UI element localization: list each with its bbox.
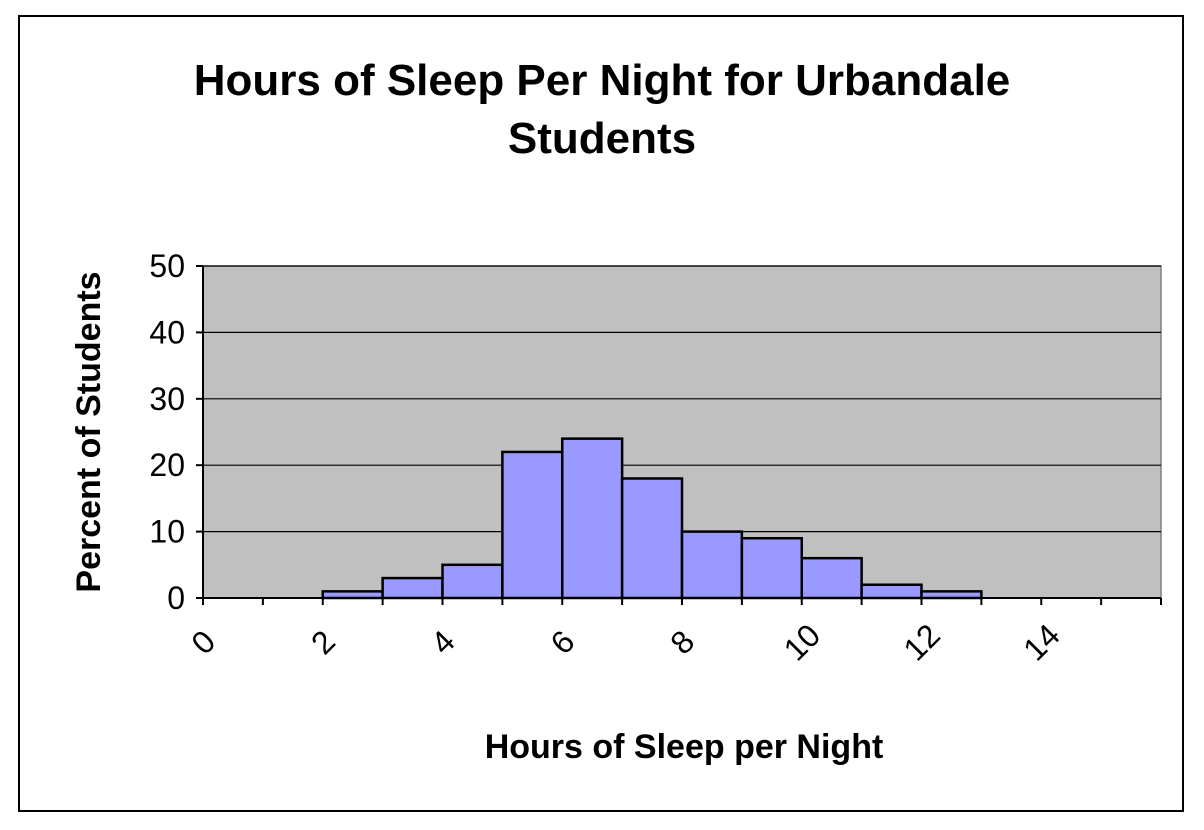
histogram-bar	[441, 563, 504, 600]
bars	[321, 437, 983, 600]
y-tick-label: 40	[149, 314, 185, 350]
y-tick-label: 50	[149, 248, 185, 284]
histogram-bar	[680, 530, 744, 600]
chart-title: Hours of Sleep Per Night for Urbandale S…	[0, 52, 1204, 168]
y-tick-label: 20	[149, 447, 185, 483]
x-tick-label: 10	[777, 617, 828, 668]
histogram-bar	[381, 576, 444, 600]
gridlines	[203, 265, 1161, 533]
x-tick-label: 12	[896, 617, 947, 668]
x-tick-label: 0	[184, 623, 222, 661]
x-tick-label: 2	[304, 623, 342, 661]
axes	[196, 265, 1162, 605]
histogram-bar	[501, 450, 564, 600]
y-tick-label: 10	[149, 514, 185, 550]
y-axis-title: Percent of Students	[70, 271, 108, 592]
histogram-bar	[620, 477, 684, 600]
histogram-bar	[800, 556, 863, 600]
x-tick-labels: 0 2 4 6 8 10 12 14	[184, 617, 1067, 668]
chart-title-line-1: Hours of Sleep Per Night for Urbandale	[193, 56, 1011, 105]
histogram-bar	[561, 437, 624, 600]
histogram-bar	[740, 536, 803, 600]
chart-title-line-2: Students	[507, 114, 697, 163]
y-tick-label: 30	[149, 381, 185, 417]
x-axis-title: Hours of Sleep per Night	[485, 728, 884, 766]
x-tick-label: 8	[663, 623, 701, 661]
x-tick-label: 14	[1016, 617, 1067, 668]
x-tick-label: 4	[424, 623, 462, 661]
y-tick-labels: 0 10 20 30 40 50	[149, 248, 185, 616]
histogram-bar	[860, 583, 923, 600]
y-tick-label: 0	[167, 580, 185, 616]
x-tick-label: 6	[543, 623, 581, 661]
